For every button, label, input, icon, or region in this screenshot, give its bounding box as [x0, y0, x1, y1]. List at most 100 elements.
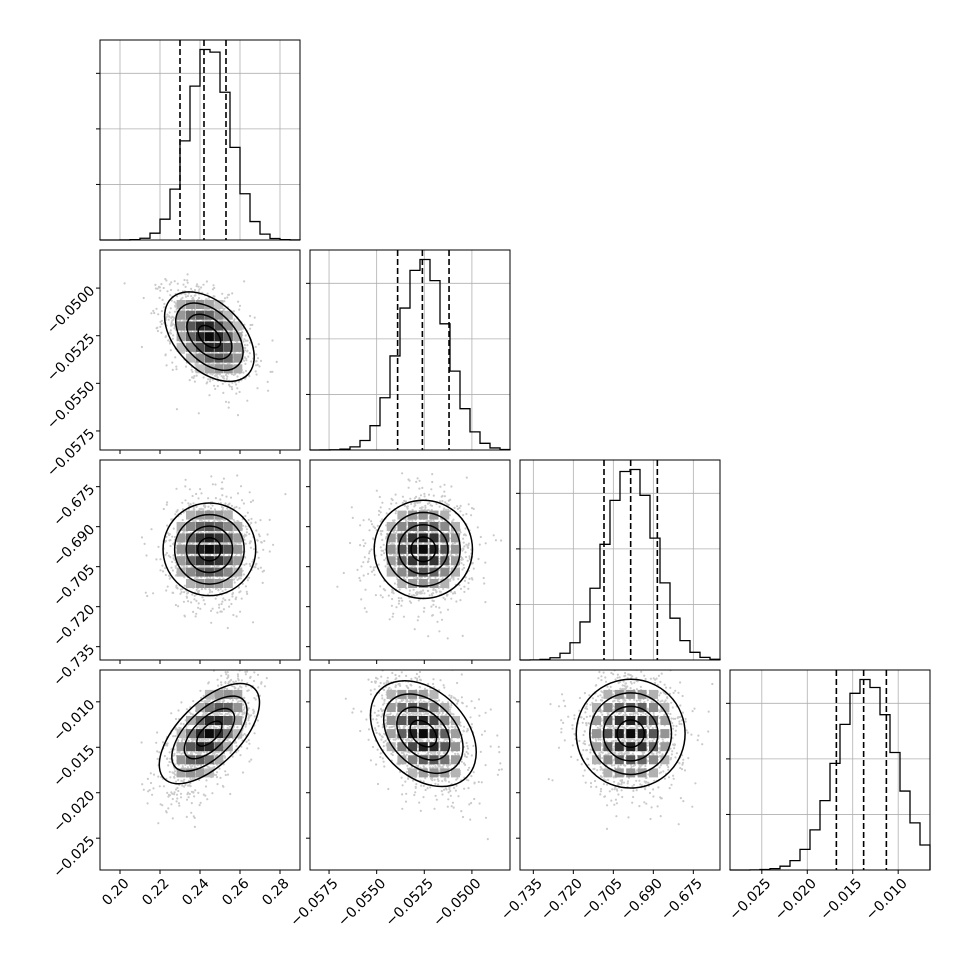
density-cell [386, 689, 396, 699]
density-cell [440, 703, 450, 712]
histogram-steps [729, 678, 931, 871]
density-cell [204, 300, 214, 309]
density-cell [233, 544, 243, 554]
density-cell [195, 567, 205, 577]
panel-frame [309, 249, 511, 451]
density-cell [397, 579, 407, 588]
density-cell [233, 533, 243, 543]
histogram-panel [516, 459, 721, 661]
density-cell [418, 768, 428, 778]
density-cell [429, 533, 439, 543]
density-cell [603, 703, 613, 712]
density-cell [204, 332, 214, 342]
scatter-panel [96, 669, 301, 874]
density-cell [440, 544, 450, 554]
density-cell [418, 579, 428, 588]
density-cell [176, 300, 186, 309]
density-cell [204, 544, 214, 554]
x-tick-label: −0.690 [618, 876, 666, 924]
density-cell [204, 364, 214, 374]
y-tick-label: −0.0500 [44, 283, 98, 337]
x-tick-label: 0.22 [139, 876, 172, 909]
density-cell [451, 567, 460, 577]
density-cell [408, 556, 418, 566]
density-cell [397, 729, 407, 739]
density-cell [233, 703, 243, 712]
panel-frame [99, 39, 301, 241]
density-cell [451, 742, 460, 752]
density-cell [660, 755, 670, 765]
density-cell [204, 742, 214, 752]
x-tick-label: −0.015 [817, 876, 865, 924]
contour-line [163, 291, 255, 383]
density-cell [176, 533, 186, 543]
density-cell [660, 703, 670, 712]
density-cell [397, 544, 407, 554]
density-cell [176, 567, 186, 577]
y-tick-label: −0.010 [50, 697, 98, 745]
scatter-points [336, 472, 503, 640]
density-cell [418, 689, 428, 699]
density-cell [614, 755, 624, 765]
density-cell [176, 321, 186, 331]
density-cell [451, 556, 460, 566]
density-cell [195, 510, 205, 520]
density-cell [233, 342, 243, 352]
density-cell [418, 703, 428, 712]
density-cell [440, 579, 450, 588]
contour-line [162, 502, 257, 597]
contour-line [173, 513, 245, 585]
density-cell [397, 522, 407, 531]
density-cell [223, 567, 233, 577]
density-cell [186, 755, 195, 765]
density-cell [233, 716, 243, 725]
x-tick-label: −0.675 [658, 876, 706, 924]
y-tick-label: −0.735 [50, 642, 98, 690]
y-tick-label: −0.025 [50, 833, 98, 881]
density-cell [186, 742, 195, 752]
density-cell [429, 556, 439, 566]
density-cell [429, 742, 439, 752]
density-cell [397, 567, 407, 577]
density-cell [176, 742, 186, 752]
density-cell [592, 742, 601, 752]
density-cell [592, 755, 601, 765]
x-tick-label: −0.720 [538, 876, 586, 924]
density-cell [214, 342, 224, 352]
density-cell [233, 332, 243, 342]
density-cell [195, 364, 205, 374]
contour-line [602, 705, 659, 762]
x-tick-label: −0.0575 [287, 876, 341, 930]
density-cell [603, 768, 613, 778]
density-cell [186, 522, 195, 531]
x-tick-label: −0.020 [772, 876, 820, 924]
density-cell [429, 703, 439, 712]
x-tick-label: 0.20 [99, 876, 132, 909]
density-cell [176, 332, 186, 342]
density-cell [397, 755, 407, 765]
density-cell [223, 703, 233, 712]
panel-frame [519, 459, 721, 661]
density-cell [626, 689, 636, 699]
density-cell [214, 689, 224, 699]
density-cell [418, 522, 428, 531]
density-cell [440, 522, 450, 531]
x-tick-label: 0.24 [179, 876, 212, 909]
density-cell [429, 510, 439, 520]
density-cell [386, 703, 396, 712]
density-cell [386, 544, 396, 554]
density-cell [637, 703, 647, 712]
contour-line [183, 707, 236, 760]
density-cell [603, 689, 613, 699]
contour-line [373, 499, 474, 600]
density-cell [614, 716, 624, 725]
density-cell [223, 342, 233, 352]
density-cell [233, 353, 243, 363]
density-cell [195, 321, 205, 331]
scatter-panel [306, 669, 511, 874]
density-cell [386, 729, 396, 739]
density-cell [614, 729, 624, 739]
contour-line [575, 678, 686, 789]
density-cell [195, 342, 205, 352]
density-cell [649, 742, 658, 752]
